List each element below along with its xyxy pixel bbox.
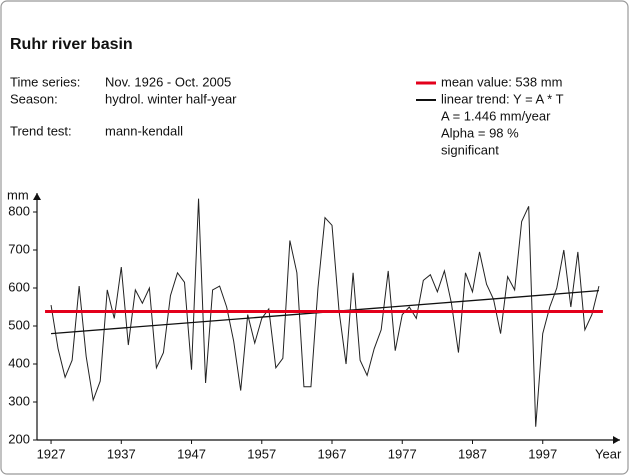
- x-tick-label: 1957: [247, 446, 276, 461]
- y-tick-label: 500: [8, 317, 30, 332]
- info-value: hydrol. winter half-year: [105, 91, 237, 106]
- info-value: Nov. 1926 - Oct. 2005: [105, 74, 231, 89]
- y-tick-label: 300: [8, 393, 30, 408]
- x-axis-arrow: [613, 436, 620, 444]
- x-tick-label: 1967: [318, 446, 347, 461]
- info-label: Time series:: [10, 74, 80, 89]
- trend-note: Alpha = 98 %: [441, 125, 519, 140]
- info-value: mann-kendall: [105, 123, 183, 138]
- x-tick-label: 1987: [458, 446, 487, 461]
- x-tick-label: 1977: [388, 446, 417, 461]
- y-tick-label: 800: [8, 203, 30, 218]
- x-tick-label: 1927: [37, 446, 66, 461]
- y-axis-arrow: [33, 193, 41, 200]
- y-tick-label: 600: [8, 279, 30, 294]
- y-axis-label: mm: [7, 187, 29, 202]
- trend-note: A = 1.446 mm/year: [441, 108, 551, 123]
- data-line: [50, 198, 600, 427]
- legend-label: mean value: 538 mm: [441, 74, 562, 89]
- y-tick-label: 200: [8, 431, 30, 446]
- trend-note: significant: [441, 142, 499, 157]
- chart-title: Ruhr river basin: [10, 36, 133, 53]
- x-tick-label: 1997: [528, 446, 557, 461]
- y-tick-label: 700: [8, 241, 30, 256]
- legend-label: linear trend: Y = A * T: [441, 91, 564, 106]
- y-tick-label: 400: [8, 355, 30, 370]
- info-label: Trend test:: [10, 123, 72, 138]
- x-axis-label: Year: [595, 446, 622, 461]
- x-tick-label: 1937: [107, 446, 136, 461]
- x-tick-label: 1947: [177, 446, 206, 461]
- info-label: Season:: [10, 91, 58, 106]
